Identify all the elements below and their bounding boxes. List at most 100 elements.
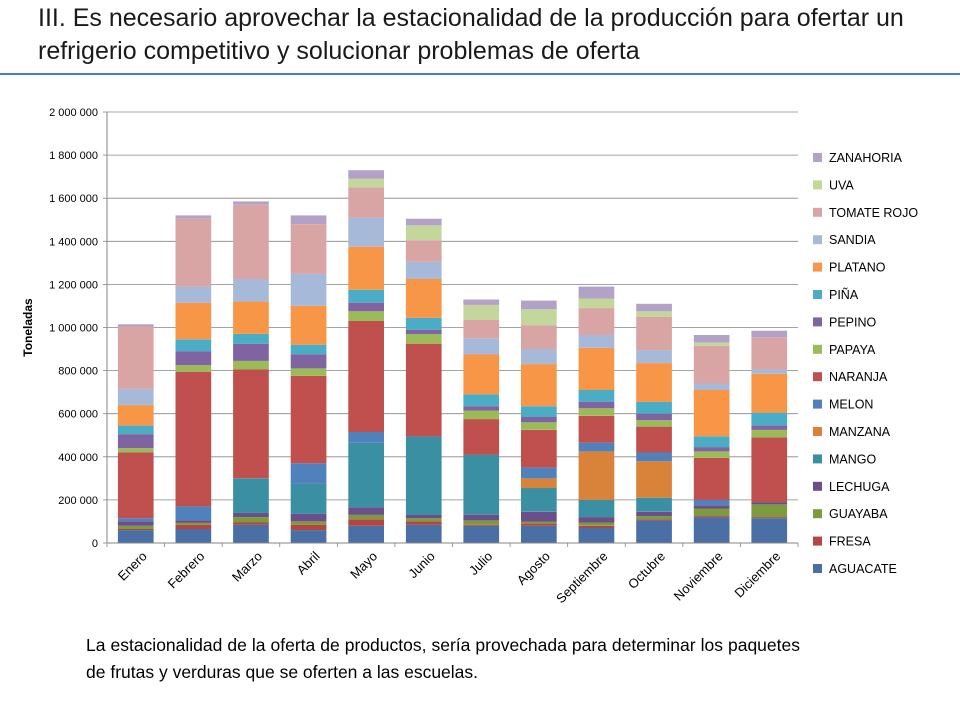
bar-stacks [117,170,788,543]
bar-segment [175,529,212,543]
bar-segment [233,334,269,344]
bar-segment [233,522,269,525]
bar-segment [290,521,327,525]
gridlines [107,111,798,544]
legend-swatch [813,399,822,409]
stacked-bar-chart: 0 200 000 400 000 600 000 800 000 1 000 000 1 … [21,107,918,606]
bar-segment [636,350,672,363]
bar-segment [463,454,500,515]
bar-segment [578,298,615,309]
bar-segment [751,337,788,370]
bar-segment [693,335,730,343]
bar-segment [348,432,384,443]
bar-segment [521,429,557,468]
bar-segment [693,447,730,452]
legend-swatch [813,235,822,245]
bar-segment [233,524,269,543]
bar-segment [175,506,212,521]
bar-segment [348,187,384,218]
bar-segment [405,240,442,262]
legend-label: LECHUGA [829,480,890,494]
bar-segment [290,483,327,514]
x-tick-label: Octubre [625,549,668,592]
bar-segment [751,369,788,374]
bar-segment [233,201,269,205]
bar-segment [233,301,269,334]
bar-segment [578,348,615,390]
bar-segment [693,451,730,458]
bar-segment [117,518,154,522]
bar-segment [636,511,672,517]
bar-segment [290,215,327,224]
legend-label: SANDIA [829,233,876,247]
bar-segment [463,524,500,526]
y-tick-label: 200 000 [58,495,98,507]
bar-segment [751,330,788,338]
bar-segment [175,524,212,529]
bar-segment [348,525,384,543]
bar-segment [636,516,672,520]
bar-segment [405,218,442,226]
bar-segment [175,365,212,372]
x-tick-label: Diciembre [731,549,783,601]
bar-segment [636,413,672,421]
bar-segment [521,349,557,365]
bar-segment [521,525,557,543]
bar-segment [521,309,557,326]
bar-segment [521,300,557,310]
bar-segment [693,345,730,384]
bar-segment [578,517,615,523]
legend-label: PEPINO [829,315,877,329]
bar-segment [405,279,442,318]
bar-segment [578,451,615,500]
legend: ZANAHORIA UVA TOMATE ROJO SANDIA PLATANO PIÑA… [813,151,918,576]
bar-segment [348,519,384,526]
bar-segment [233,478,269,513]
bar-segment [117,529,154,531]
x-axis-ticks: Enero Febrero Marzo Abril Mayo Junio Julio Agos… [106,543,799,606]
x-tick-label: Noviembre [671,549,726,604]
bar-segment [693,505,730,509]
bar-segment [233,279,269,302]
bar-segment [636,303,672,312]
bar-segment [405,521,442,525]
bar-segment [117,405,154,426]
legend-label: GUAYABA [829,507,888,521]
bar-segment [636,426,672,453]
bar-segment [578,415,615,443]
bar-segment [290,344,327,355]
bar-segment [578,390,615,402]
bar-segment [463,338,500,355]
bar-segment [751,517,788,519]
legend-label: MANZANA [829,425,891,439]
legend-label: PAPAYA [829,343,876,357]
bar-segment [463,520,500,525]
y-tick-label: 1 200 000 [49,279,98,291]
y-axis-ticks: 0 200 000 400 000 600 000 800 000 1 000 000 1 … [49,107,107,550]
bar-segment [348,246,384,290]
legend-swatch [813,317,822,327]
bar-segment [751,437,788,503]
bar-segment [117,530,154,543]
y-tick-label: 600 000 [58,409,98,421]
bar-segment [521,511,557,522]
y-axis-label: Toneladas [21,298,35,357]
bar-segment [751,412,788,426]
bar-segment [117,425,154,435]
bar-segment [290,224,327,274]
bar-segment [405,515,442,519]
bar-segment [405,524,442,543]
x-tick-label: Mayo [347,549,380,582]
bar-segment [636,311,672,317]
bar-segment [233,204,269,279]
bar-segment [405,329,442,334]
bar-segment [463,410,500,420]
legend-label: PLATANO [829,261,886,275]
bar-segment [233,517,269,523]
legend-label: FRESA [829,535,871,549]
bar-segment [175,218,212,287]
bar-segment [175,351,212,366]
bar-segment [578,286,615,299]
bar-segment [348,217,384,247]
y-tick-label: 0 [92,538,98,550]
